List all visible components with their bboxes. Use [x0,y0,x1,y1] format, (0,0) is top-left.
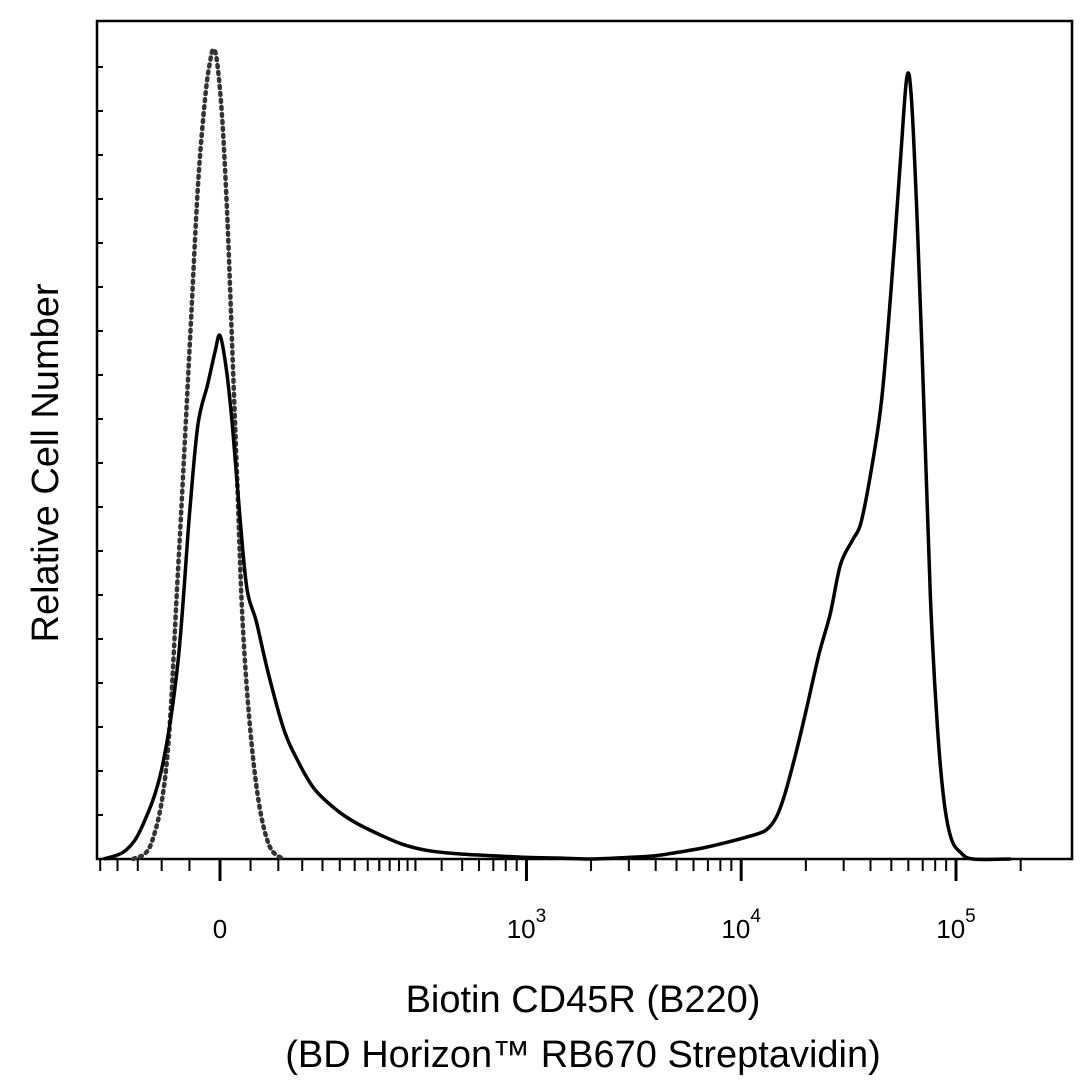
x-axis-title-line2: (BD Horizon™ RB670 Streptavidin) [285,1034,881,1076]
series-solid-curve [102,71,1011,862]
x-tick-label: 103 [507,906,547,944]
x-axis-minor-ticks [99,859,1022,871]
x-tick-label: 105 [936,906,976,944]
x-tick-label: 0 [213,914,227,944]
y-axis-title: Relative Cell Number [25,283,67,642]
series-dotted-curve [131,46,286,862]
x-tick-label: 104 [721,906,761,944]
x-axis-title: Biotin CD45R (B220) [406,979,761,1021]
x-axis-major-ticks [218,859,958,881]
y-axis-ticks [97,66,103,860]
x-axis-tick-labels: 0 103 104 105 [213,906,976,944]
series-layer [102,46,1011,862]
